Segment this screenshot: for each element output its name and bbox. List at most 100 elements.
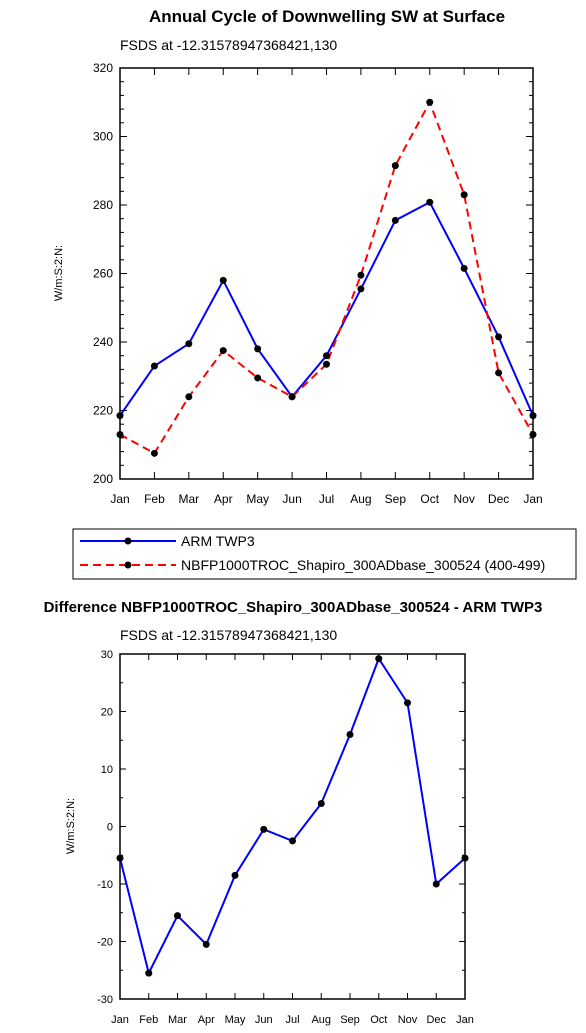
series-line-0 bbox=[119, 656, 466, 976]
y-tick-label: 30 bbox=[101, 649, 113, 661]
y-axis-label: W/m:S:2:N: bbox=[53, 245, 65, 301]
series-0-point bbox=[375, 655, 383, 663]
x-tick-label: Jun bbox=[282, 492, 301, 506]
series-0-point bbox=[323, 352, 330, 360]
series-0-point bbox=[254, 345, 262, 353]
y-tick-label: 240 bbox=[93, 335, 113, 349]
x-tick-label: Jan bbox=[456, 1014, 474, 1026]
series-1-point bbox=[357, 271, 365, 279]
plot-frame bbox=[119, 67, 534, 480]
series-line-1 bbox=[119, 99, 534, 455]
x-tick-label: Feb bbox=[144, 492, 165, 506]
series-0-point bbox=[174, 912, 181, 920]
series-0-point bbox=[346, 731, 354, 738]
x-tick-label: Feb bbox=[139, 1014, 158, 1026]
series-1-point bbox=[116, 430, 124, 438]
x-tick-label: Jul bbox=[319, 492, 334, 506]
series-0-point bbox=[391, 216, 399, 224]
y-tick-labels: 200 220 240 260 280 300 320 bbox=[93, 61, 113, 486]
axis-ticks bbox=[119, 653, 466, 1000]
x-tick-label: Apr bbox=[214, 492, 233, 506]
y-tick-label: 220 bbox=[93, 404, 113, 418]
series-0-point bbox=[145, 969, 153, 977]
series-0-point bbox=[231, 871, 239, 879]
x-tick-label: Dec bbox=[426, 1014, 446, 1026]
chart-title: Difference NBFP1000TROC_Shapiro_300ADbas… bbox=[44, 599, 543, 616]
series-0-point bbox=[404, 699, 411, 707]
series-0-point bbox=[202, 940, 210, 948]
y-tick-label: 260 bbox=[93, 267, 113, 281]
legend-label-arm: ARM TWP3 bbox=[181, 533, 255, 549]
series-0-point bbox=[116, 412, 124, 420]
series-1-point bbox=[323, 360, 330, 368]
y-tick-label: 200 bbox=[93, 472, 113, 486]
legend-label-model: NBFP1000TROC_Shapiro_300ADbase_300524 (4… bbox=[181, 557, 545, 573]
series-layer bbox=[116, 655, 469, 977]
y-tick-label: -20 bbox=[97, 937, 113, 949]
y-tick-label: 0 bbox=[107, 822, 113, 834]
legend-marker-model bbox=[124, 561, 132, 569]
x-tick-label: Jan bbox=[111, 1014, 129, 1026]
x-tick-label: Aug bbox=[350, 492, 371, 506]
series-1-point bbox=[460, 191, 468, 199]
x-tick-label: Nov bbox=[398, 1014, 418, 1026]
legend-marker-arm bbox=[124, 537, 132, 545]
x-tick-label: Nov bbox=[453, 492, 474, 506]
difference-chart: Difference NBFP1000TROC_Shapiro_300ADbas… bbox=[44, 599, 543, 1026]
series-1-point bbox=[495, 369, 503, 377]
series-0-point bbox=[116, 854, 124, 862]
series-0-point bbox=[317, 800, 325, 807]
annual-cycle-chart: Annual Cycle of Downwelling SW at Surfac… bbox=[53, 7, 543, 506]
series-0-point bbox=[426, 198, 434, 206]
series-layer bbox=[116, 98, 537, 457]
y-tick-labels: -30 -20 -10 0 10 20 30 bbox=[97, 649, 113, 1006]
series-1-point bbox=[150, 449, 158, 457]
x-tick-label: May bbox=[246, 492, 269, 506]
series-0-point bbox=[260, 825, 268, 833]
series-1-point bbox=[426, 98, 434, 106]
x-tick-label: Oct bbox=[420, 492, 439, 506]
y-tick-label: 300 bbox=[93, 130, 113, 144]
x-tick-label: Jan bbox=[523, 492, 542, 506]
series-1-point bbox=[288, 393, 296, 401]
series-0-point bbox=[432, 880, 440, 888]
series-0-point bbox=[219, 276, 227, 284]
chart-subtitle: FSDS at -12.31578947368421,130 bbox=[120, 37, 337, 53]
series-0-point bbox=[185, 340, 193, 348]
x-tick-labels: Jan Feb Mar Apr May Jun Jul Aug Sep Oct Nov Dec Jan bbox=[111, 1014, 474, 1026]
plot-frame bbox=[119, 653, 466, 1000]
series-1-point bbox=[391, 162, 399, 170]
x-tick-label: May bbox=[225, 1014, 246, 1026]
legend: ARM TWP3 NBFP1000TROC_Shapiro_300ADbase_… bbox=[72, 528, 577, 580]
y-axis-label: W/m:S:2:N: bbox=[65, 798, 77, 854]
axis-ticks bbox=[119, 67, 534, 480]
series-0-point bbox=[529, 412, 537, 420]
series-1-point bbox=[529, 430, 537, 438]
series-0-point bbox=[495, 333, 503, 341]
y-tick-label: 280 bbox=[93, 198, 113, 212]
x-tick-labels: Jan Feb Mar Apr May Jun Jul Aug Sep Oct Nov Dec Jan bbox=[110, 492, 542, 506]
y-tick-label: 320 bbox=[93, 61, 113, 75]
x-tick-label: Aug bbox=[311, 1014, 331, 1026]
x-tick-label: Jul bbox=[285, 1014, 299, 1026]
series-0-point bbox=[150, 362, 158, 370]
x-tick-label: Jan bbox=[110, 492, 129, 506]
y-tick-label: 20 bbox=[101, 707, 113, 719]
chart-title: Annual Cycle of Downwelling SW at Surfac… bbox=[149, 7, 505, 26]
x-tick-label: Jun bbox=[255, 1014, 273, 1026]
series-1-point bbox=[219, 347, 227, 355]
series-line-0 bbox=[119, 200, 534, 417]
series-0-point bbox=[289, 837, 296, 845]
x-tick-label: Oct bbox=[370, 1014, 387, 1026]
series-0-point bbox=[461, 854, 469, 862]
y-tick-label: 10 bbox=[101, 764, 113, 776]
chart-subtitle: FSDS at -12.31578947368421,130 bbox=[120, 627, 337, 643]
x-tick-label: Dec bbox=[488, 492, 509, 506]
x-tick-label: Apr bbox=[198, 1014, 215, 1026]
series-0-point bbox=[460, 264, 468, 272]
x-tick-label: Mar bbox=[168, 1014, 187, 1026]
y-tick-label: -30 bbox=[97, 994, 113, 1006]
legend-box bbox=[72, 528, 577, 580]
y-tick-label: -10 bbox=[97, 879, 113, 891]
